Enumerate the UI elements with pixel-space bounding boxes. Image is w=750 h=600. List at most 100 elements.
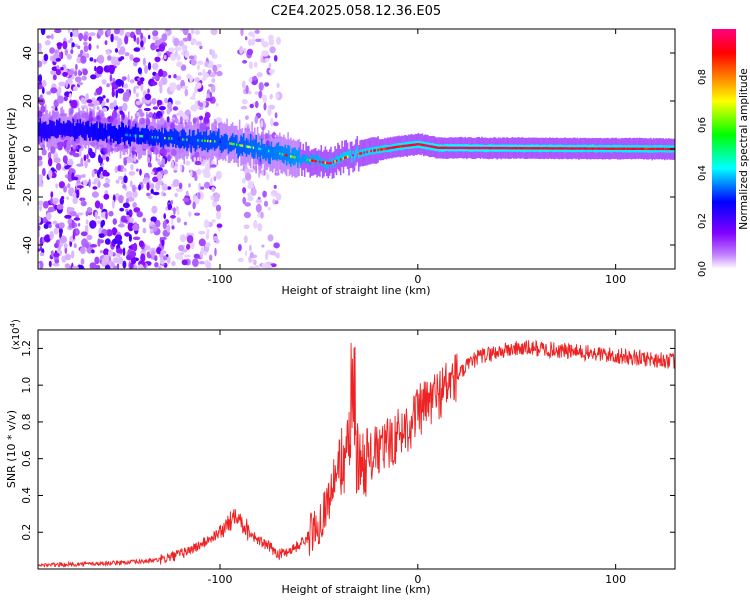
spectrogram-noise-blob bbox=[193, 54, 197, 61]
spectrogram-ridge-core bbox=[629, 147, 631, 150]
spectrogram-ridge-core bbox=[443, 146, 446, 149]
spectrogram-ridge-core bbox=[346, 155, 349, 158]
spectrogram-noise-blob bbox=[163, 255, 167, 261]
spectrogram-ridge-core bbox=[319, 160, 321, 163]
spectrogram-noise-blob bbox=[260, 169, 267, 176]
spectrogram-ridge-body bbox=[202, 131, 205, 150]
spectrogram-noise-blob bbox=[91, 249, 95, 254]
spectrogram-noise-blob bbox=[92, 186, 98, 190]
snr-y-multiplier: (x104) bbox=[9, 319, 22, 350]
spectrogram-ridge-body bbox=[68, 120, 71, 137]
spectrogram-noise-blob bbox=[265, 251, 269, 261]
spectrogram-ridge-core bbox=[571, 147, 573, 150]
spectrogram-ridge-body bbox=[351, 155, 353, 163]
spectrogram-noise-blob bbox=[85, 219, 89, 225]
spectrogram-ridge-core bbox=[323, 161, 325, 164]
spectrogram-noise-blob bbox=[250, 187, 257, 196]
snr-y-tick-label: 0.6 bbox=[21, 450, 33, 467]
spectrogram-noise-blob bbox=[50, 87, 58, 94]
spectrogram-noise-blob bbox=[152, 30, 159, 37]
spectrogram-ridge-body bbox=[355, 149, 357, 157]
spectrogram-ridge-body bbox=[298, 147, 300, 163]
spectrogram-noise-blob bbox=[173, 74, 177, 79]
spectrogram-ridge-core bbox=[146, 135, 148, 138]
spectrogram-noise-blob bbox=[269, 46, 276, 54]
spectrogram-ridge-core bbox=[665, 147, 667, 151]
spectrogram-ridge-core bbox=[442, 146, 444, 149]
spectrogram-noise-blob bbox=[195, 106, 199, 110]
spectrogram-ridge-core bbox=[313, 159, 316, 163]
spectrogram-ridge-body bbox=[256, 143, 259, 160]
spectrogram-ridge-core bbox=[591, 147, 594, 150]
spectrogram-ridge-core bbox=[333, 160, 335, 164]
spectrogram-noise-blob bbox=[274, 112, 278, 119]
spectrogram-noise-blob bbox=[164, 97, 168, 104]
spectrogram-noise-blob bbox=[97, 238, 101, 247]
spectrogram-noise-blob bbox=[258, 82, 264, 91]
spectrogram-ridge-core bbox=[424, 144, 426, 147]
spectrogram-noise-blob bbox=[93, 100, 100, 106]
spectrogram-noise-blob bbox=[94, 256, 100, 265]
spectrogram-noise-blob bbox=[261, 244, 265, 248]
spectrogram-ridge-body bbox=[218, 128, 220, 146]
spectrogram-ridge-core bbox=[463, 146, 465, 150]
spectrogram-noise-blob bbox=[86, 234, 93, 241]
spectrogram-noise-blob bbox=[46, 35, 52, 39]
spectrogram-noise-blob bbox=[115, 248, 124, 254]
spectrogram-noise-blob bbox=[252, 75, 258, 81]
spectrogram-ridge-core bbox=[413, 143, 415, 146]
spectrogram-noise-blob bbox=[158, 68, 164, 77]
spectrogram-ridge-core bbox=[143, 135, 145, 138]
spectrogram-noise-blob bbox=[255, 198, 263, 204]
spectrogram-ridge-body bbox=[345, 151, 347, 159]
spectrogram-noise-blob bbox=[67, 29, 71, 34]
spectrogram-noise-blob bbox=[42, 168, 46, 176]
spectrogram-ridge-body bbox=[82, 121, 84, 139]
spectrogram-ridge-body bbox=[122, 123, 125, 142]
spectrogram-ridge-core bbox=[481, 146, 483, 150]
spectrogram-noise-blob bbox=[149, 228, 154, 234]
spectrogram-ridge-body bbox=[323, 161, 325, 169]
spectrogram-ridge-body bbox=[290, 153, 292, 167]
spectrogram-noise-blob bbox=[152, 106, 159, 110]
spectrogram-ridge-core bbox=[219, 140, 221, 143]
spectrogram-ridge-body bbox=[61, 123, 64, 138]
spectrogram-noise-blob bbox=[114, 234, 123, 242]
spectrogram-ridge-core bbox=[647, 147, 649, 151]
spectrogram-ridge-core bbox=[427, 144, 429, 148]
spectrogram-ridge-core bbox=[668, 147, 670, 151]
spectrogram-ridge-core bbox=[384, 147, 386, 150]
spectrogram-ridge-core bbox=[141, 135, 144, 138]
spectrogram-noise-blob bbox=[88, 178, 91, 188]
spectrogram-noise-blob bbox=[97, 29, 104, 36]
spectrogram-noise-blob bbox=[133, 153, 137, 163]
spectrogram-noise-blob bbox=[243, 235, 248, 244]
spectrogram-noise-blob bbox=[121, 76, 127, 81]
spectrogram-noise-blob bbox=[67, 207, 75, 212]
spectrogram-noise-blob bbox=[254, 100, 259, 109]
spectrogram-noise-blob bbox=[237, 257, 244, 262]
spectrogram-noise-blob bbox=[105, 211, 108, 220]
spectrogram-ridge-core bbox=[328, 162, 331, 165]
spectrogram-noise-blob bbox=[200, 186, 205, 190]
spectrogram-ridge-body bbox=[356, 146, 359, 154]
spectrogram-ridge-core bbox=[468, 146, 471, 150]
spectrogram-ridge-core bbox=[391, 146, 393, 149]
spectrogram-noise-blob bbox=[188, 183, 191, 188]
spectrogram-ridge-body bbox=[56, 119, 58, 139]
spectrogram-noise-blob bbox=[213, 176, 217, 182]
spectrogram-noise-blob bbox=[83, 98, 87, 105]
spectrogram-noise-blob bbox=[115, 253, 121, 258]
spectrogram-noise-blob bbox=[139, 46, 146, 50]
spectrogram-noise-blob bbox=[260, 120, 264, 128]
spectrogram-noise-blob bbox=[129, 262, 134, 269]
spectrogram-ridge-core bbox=[453, 146, 455, 150]
snr-y-ticks: 0.2 0.4 0.6 0.8 1.0 1.2 bbox=[21, 340, 675, 541]
spectrogram-ridge-core bbox=[342, 157, 345, 160]
spectrogram-noise-blob bbox=[194, 86, 198, 94]
spectrogram-noise-blob bbox=[184, 254, 191, 258]
spectrogram-noise-blob bbox=[182, 29, 189, 36]
spectrogram-noise-blob bbox=[261, 94, 267, 100]
spectrogram-ridge-core bbox=[177, 138, 180, 141]
spectrogram-ridge-core bbox=[170, 137, 173, 140]
